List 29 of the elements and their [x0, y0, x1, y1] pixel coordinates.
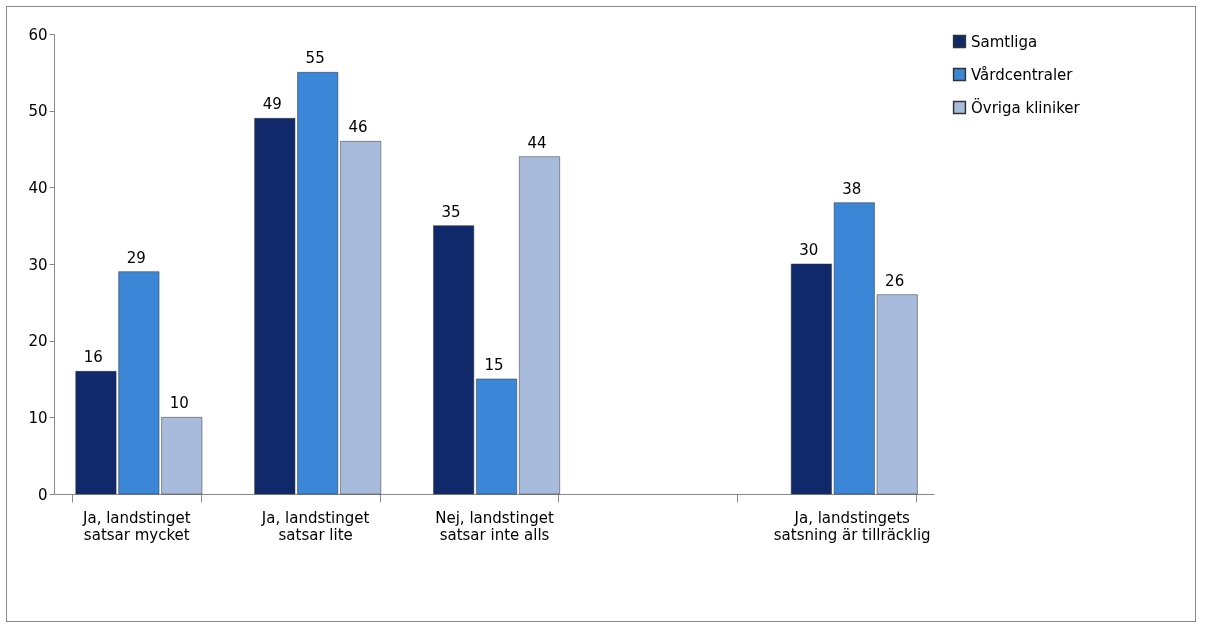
x-tick-label: Ja, landstinget satsar mycket [82, 508, 191, 544]
legend-label: Samtliga [971, 32, 1038, 51]
y-tick-label: 0 [37, 485, 48, 504]
data-label: 44 [527, 133, 547, 152]
y-tick-label: 30 [28, 255, 48, 274]
y-tick-label: 10 [28, 408, 48, 427]
data-label: 38 [842, 179, 862, 198]
data-label: 16 [83, 348, 103, 367]
x-tick-label: Nej, landstinget satsar inte alls [435, 508, 554, 544]
y-tick-label: 50 [28, 102, 48, 121]
y-tick-label: 60 [28, 25, 48, 44]
y-tick-label: 40 [28, 178, 48, 197]
data-label: 55 [305, 49, 325, 68]
legend-label: Vårdcentraler [971, 65, 1074, 84]
data-label: 15 [484, 356, 504, 374]
data-label: 35 [441, 202, 461, 221]
y-tick-label: 20 [28, 332, 48, 351]
data-label: 26 [885, 271, 905, 290]
bar [476, 378, 517, 495]
data-label: 29 [126, 248, 146, 267]
x-tick-label: Ja, landstinget satsar lite [260, 508, 370, 544]
bar [433, 225, 475, 495]
data-label: 30 [799, 241, 819, 259]
data-label: 49 [262, 95, 282, 114]
data-label: 46 [348, 118, 368, 137]
legend-label: Övriga kliniker [971, 97, 1081, 117]
data-label: 10 [169, 394, 189, 413]
bar [519, 156, 560, 495]
x-tick-label: Ja, landstingets satsning är tillräcklig [773, 508, 931, 544]
